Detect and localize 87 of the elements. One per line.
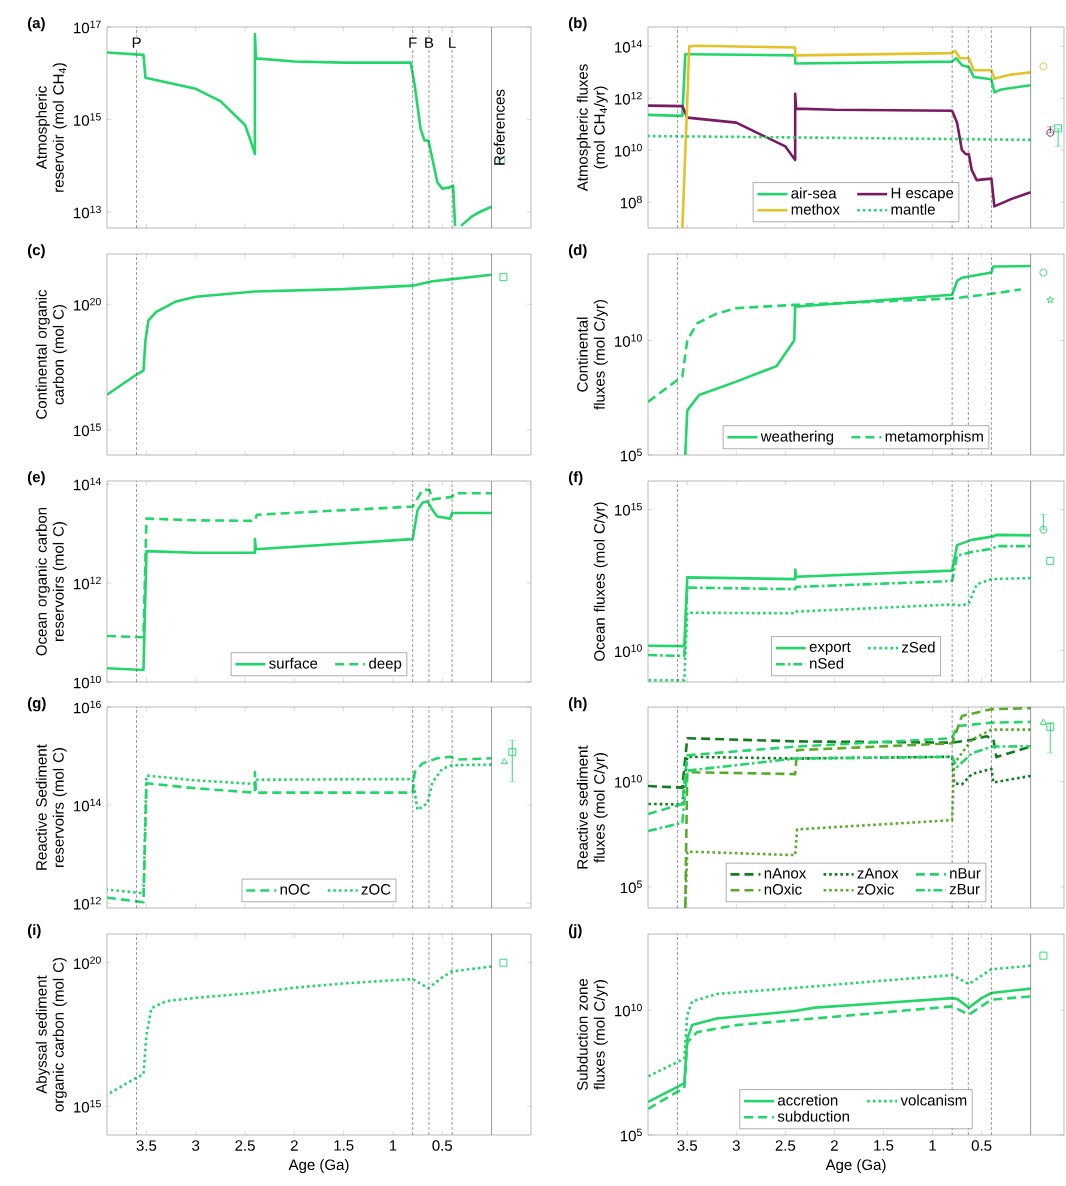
y-tick-label: 10$^{15}$ [74, 423, 101, 437]
chart-title: (g) [27, 697, 46, 712]
y-axis-title: Subduction zone fluxes (mol C/yr) [576, 978, 608, 1091]
legend-label: nAnox [764, 868, 807, 879]
y-tick-label: 10$^{14}$ [74, 798, 101, 812]
legend-label: zOxic [857, 883, 894, 895]
legend-label: methox [791, 203, 840, 215]
y-tick-label: 10$^{10}$ [615, 1003, 642, 1017]
y-tick-label: 10$^{17}$ [74, 20, 101, 34]
ref-line-label: References [493, 89, 505, 165]
chart-title: (h) [568, 697, 587, 712]
y-tick-label: 10$^{10}$ [615, 774, 642, 788]
chart-title: (j) [568, 924, 582, 939]
legend-label: nOxic [764, 883, 802, 895]
chart-title: (a) [27, 17, 45, 32]
ref-line-label: L [449, 37, 456, 48]
y-tick-label: 10$^{12}$ [615, 91, 642, 105]
y-tick-label: 10$^{12}$ [74, 576, 101, 590]
x-tick-label: 1.5 [874, 1140, 894, 1151]
y-tick-label: 10$^{5}$ [620, 1128, 642, 1142]
x-tick-label: 2 [290, 1140, 298, 1151]
legend-label: subduction [777, 1110, 849, 1122]
legend-label: zSed [901, 641, 935, 653]
legend-label: nSed [810, 657, 844, 669]
x-tick-label: 2.5 [235, 1140, 255, 1151]
x-tick-label: 3 [732, 1140, 740, 1151]
legend-label: nBur [950, 868, 981, 879]
x-tick-label: 0.5 [432, 1140, 453, 1151]
legend-label: zOC [361, 884, 391, 895]
legend-label: air-sea [791, 187, 837, 199]
x-tick-label: 1.5 [334, 1140, 354, 1151]
legend-label: accretion [778, 1094, 838, 1106]
legend-label: weathering [760, 430, 834, 445]
legend-label: volcanism [900, 1094, 967, 1106]
y-axis-title: Ocean fluxes (mol C/yr) [593, 502, 608, 661]
legend-label: metamorphism [885, 430, 983, 445]
ref-line-label: B [425, 37, 434, 48]
x-axis-title: Age (Ga) [825, 1159, 886, 1174]
x-axis-title: Age (Ga) [288, 1159, 349, 1174]
x-tick-label: 1 [929, 1140, 936, 1151]
y-tick-label: 10$^{15}$ [74, 1100, 101, 1113]
y-axis-title: Ocean organic carbon reservoirs (mol C) [35, 507, 67, 656]
x-tick-label: 3.5 [136, 1140, 157, 1151]
legend-label: nOC [280, 884, 310, 895]
chart-title: (f) [568, 471, 583, 486]
y-tick-label: 10$^{12}$ [74, 896, 101, 910]
y-tick-label: 10$^{10}$ [615, 644, 642, 658]
legend-label: H escape [891, 187, 954, 202]
y-axis-title: Continental fluxes (mol C/yr) [576, 300, 608, 410]
x-tick-label: 3 [192, 1140, 200, 1151]
ref-line-label: F [409, 37, 417, 48]
y-tick-label: 10$^{10}$ [74, 675, 101, 689]
x-tick-label: 1 [389, 1140, 397, 1151]
chart-title: (d) [568, 244, 587, 259]
y-tick-label: 10$^{10}$ [615, 143, 642, 157]
y-tick-label: 10$^{20}$ [74, 297, 101, 311]
x-tick-label: 3.5 [677, 1140, 698, 1151]
y-tick-label: 10$^{13}$ [74, 205, 101, 219]
legend-label: deep [369, 657, 402, 672]
y-tick-label: 10$^{5}$ [620, 880, 642, 894]
y-tick-label: 10$^{10}$ [615, 334, 642, 347]
y-tick-label: 10$^{8}$ [620, 195, 642, 209]
legend-label: zBur [949, 883, 980, 895]
legend-label: surface [269, 657, 318, 669]
chart-title: (b) [568, 17, 587, 32]
y-tick-label: 10$^{14}$ [74, 477, 101, 491]
y-tick-label: 10$^{5}$ [620, 448, 642, 462]
legend-label: zAnox [857, 868, 899, 879]
legend-label: mantle [891, 203, 935, 215]
chart-title: (i) [27, 924, 41, 939]
y-axis-title: Reactive Sediment reservoirs (mol C) [35, 744, 67, 870]
y-axis-title: Abyssal sediment organic carbon (mol C) [35, 957, 67, 1112]
chart-title: (e) [27, 471, 45, 486]
y-tick-label: 10$^{20}$ [74, 956, 101, 970]
x-tick-label: 2.5 [775, 1140, 796, 1151]
y-tick-label: 10$^{14}$ [615, 40, 642, 53]
x-tick-label: 0.5 [971, 1140, 992, 1151]
x-tick-label: 2 [830, 1140, 838, 1151]
y-axis-title: Atmospheric reservoir (mol CH$_{4}$) [35, 63, 67, 192]
y-axis-title: Continental organic carbon (mol C) [35, 289, 67, 419]
y-axis-title: Reactive sediment fluxes (mol C/yr) [576, 745, 608, 869]
chart-title: (c) [27, 244, 45, 259]
ref-line-label: P [132, 37, 141, 48]
legend-label: export [809, 642, 851, 655]
y-tick-label: 10$^{15}$ [74, 113, 101, 126]
y-tick-label: 10$^{16}$ [74, 700, 101, 714]
y-tick-label: 10$^{15}$ [615, 503, 642, 516]
